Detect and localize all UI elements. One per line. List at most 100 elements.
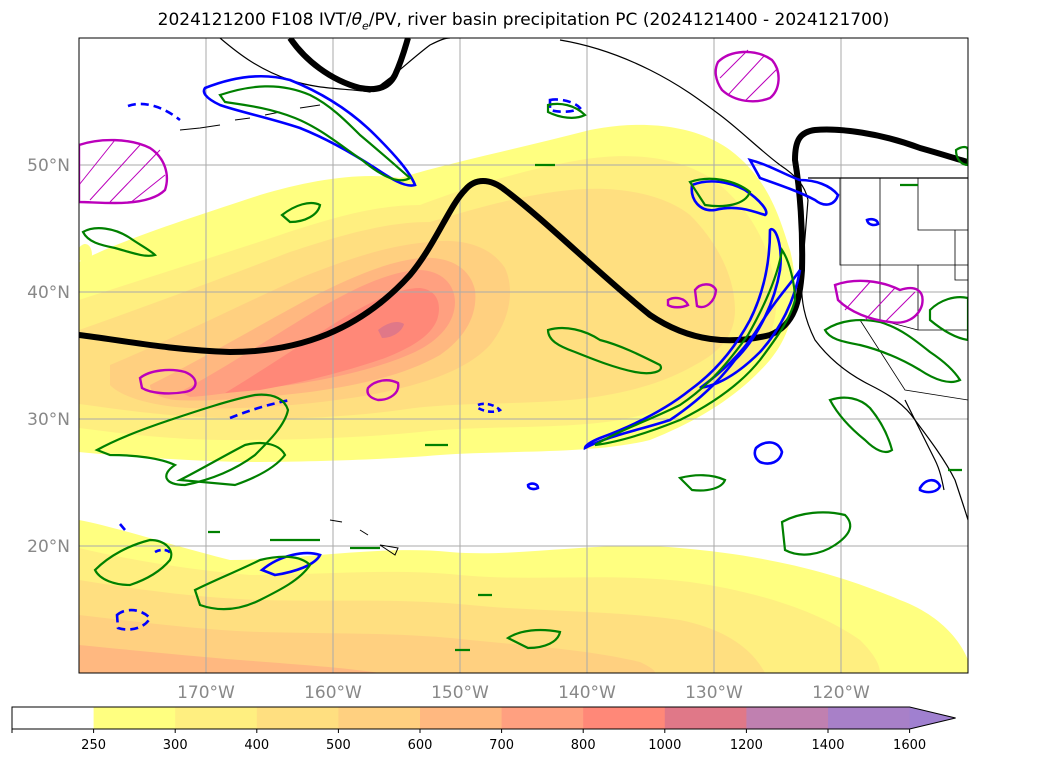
lon-tick-label: 130°W xyxy=(685,683,743,703)
colorbar-segment xyxy=(175,707,258,729)
colorbar-segment xyxy=(583,707,666,729)
lat-tick-label: 40°N xyxy=(27,283,70,303)
magenta-mid-2 xyxy=(366,379,400,402)
lon-tick-label: 120°W xyxy=(812,683,870,703)
colorbar-segment xyxy=(746,707,829,729)
colorbar-label: 800 xyxy=(571,738,596,753)
lat-tick-label: 30°N xyxy=(27,410,70,430)
green-coast-3 xyxy=(928,296,968,342)
lat-tick-label: 20°N xyxy=(27,537,70,557)
theta-e-dash5 xyxy=(477,402,503,414)
colorbar-label: 1400 xyxy=(811,738,844,753)
lon-tick-label: 150°W xyxy=(431,683,489,703)
colorbar-label: 700 xyxy=(489,738,514,753)
plot-area xyxy=(79,38,968,673)
theta-e-bc xyxy=(690,180,768,217)
theta-e-bc2 xyxy=(747,158,840,206)
colorbar-label: 300 xyxy=(163,738,188,753)
colorbar-segment xyxy=(12,707,95,729)
theta-e-loop5 xyxy=(259,551,322,577)
green-nw-2 xyxy=(280,201,322,224)
precip-green-contours xyxy=(81,85,968,652)
green-ar-long xyxy=(594,247,797,447)
magenta-nw-hatch xyxy=(79,139,166,204)
ivt-band-1000 xyxy=(378,322,404,338)
theta-e-ar-long xyxy=(583,227,782,451)
colorbar-segment xyxy=(93,707,176,729)
colorbar-extend-max xyxy=(909,707,956,729)
theta-e-dash3 xyxy=(115,608,152,631)
theta-e-loop1 xyxy=(753,441,784,465)
magenta-nw xyxy=(79,138,169,205)
magenta-ak xyxy=(714,50,780,103)
colorbar-segment xyxy=(501,707,584,729)
green-alaska xyxy=(218,85,412,182)
pv-line-main xyxy=(79,126,968,356)
lon-tick-label: 140°W xyxy=(558,683,616,703)
colorbar-segment xyxy=(420,707,503,729)
green-dashes-1 xyxy=(208,183,962,652)
colorbar-segment xyxy=(256,707,339,729)
theta-e-alaska xyxy=(202,75,417,187)
green-sub-3 xyxy=(505,628,562,650)
green-bc2 xyxy=(954,145,968,167)
theta-e-loop3 xyxy=(526,482,540,491)
alaska-southeast xyxy=(559,39,809,201)
green-coast-2 xyxy=(828,396,894,454)
green-sub-2 xyxy=(677,474,727,492)
green-gulf-2 xyxy=(546,102,587,119)
colorbar-label: 600 xyxy=(408,738,433,753)
pv-line-north xyxy=(287,38,411,93)
ivt-south-500 xyxy=(79,615,655,673)
theta-e-dash6 xyxy=(154,548,174,556)
magenta-ca-hatch xyxy=(844,281,916,323)
plot-frame xyxy=(78,37,969,674)
lat-tick-label: 50°N xyxy=(27,156,70,176)
green-bc xyxy=(688,177,752,208)
colorbar-label: 1200 xyxy=(730,738,763,753)
colorbar-label: 400 xyxy=(244,738,269,753)
green-coast-1 xyxy=(823,319,962,384)
green-west-2 xyxy=(176,441,287,487)
colorbar-segment xyxy=(828,707,911,729)
green-west-1 xyxy=(94,393,290,487)
colorbar: 250 300 400 500 600 700 800 1000 1200 1400 1600 xyxy=(11,706,956,753)
theta-e-loop6 xyxy=(119,523,126,531)
green-hi-2 xyxy=(193,555,312,611)
magenta-off-2 xyxy=(693,283,718,309)
ivt-nw-patch xyxy=(79,244,92,262)
theta-e-ar-inner xyxy=(699,269,802,390)
green-sub-1 xyxy=(780,511,852,556)
theta-e-dash2 xyxy=(548,98,582,114)
magenta-ak-hatch xyxy=(719,49,779,102)
ivt-band-800 xyxy=(225,288,439,393)
baja xyxy=(904,399,945,491)
green-hi-1 xyxy=(93,538,173,587)
latitude-labels: 20°N 30°N 40°N 50°N xyxy=(27,156,70,557)
lon-tick-label: 160°W xyxy=(304,683,362,703)
colorbar-label: 500 xyxy=(326,738,351,753)
aleutians xyxy=(179,104,321,131)
theta-e-loop4 xyxy=(865,217,880,227)
pv-contours xyxy=(79,38,968,356)
lon-tick-label: 170°W xyxy=(177,683,235,703)
hawaii-islands xyxy=(329,519,399,556)
colorbar-segment xyxy=(664,707,747,729)
ivt-shading xyxy=(79,124,968,673)
ivt-south-600 xyxy=(79,645,380,673)
colorbar-label: 1600 xyxy=(893,738,926,753)
magenta-off-1 xyxy=(666,296,690,309)
colorbar-label: 1000 xyxy=(648,738,681,753)
theta-e-loop2 xyxy=(918,478,942,494)
green-nw-1 xyxy=(81,227,158,257)
colorbar-label: 250 xyxy=(81,738,106,753)
longitude-labels: 170°W 160°W 150°W 140°W 130°W 120°W xyxy=(177,683,870,703)
magenta-mid-1 xyxy=(138,368,197,395)
green-mid-1 xyxy=(546,326,663,375)
colorbar-outline xyxy=(11,706,956,730)
map-title: 2024121200 F108 IVT/θe/PV, river basin p… xyxy=(157,10,890,33)
colorbar-segment xyxy=(338,707,421,729)
theta-e-dash1 xyxy=(127,102,181,122)
theta-e-contours xyxy=(115,75,942,631)
